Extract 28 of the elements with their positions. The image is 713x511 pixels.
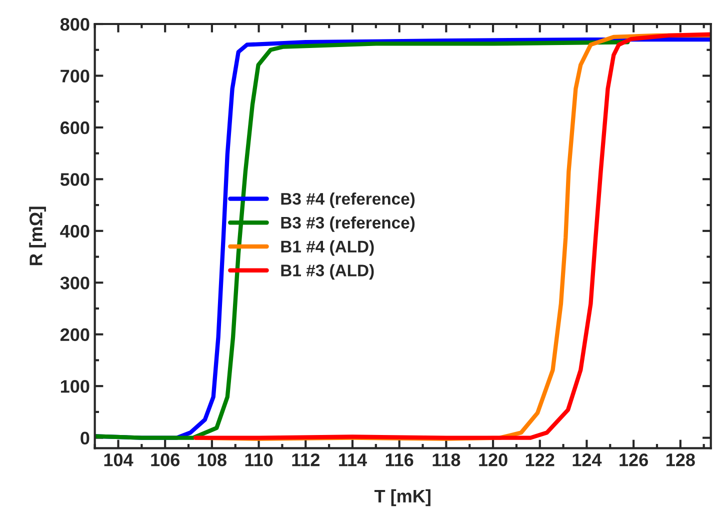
y-tick-label: 200: [60, 328, 90, 342]
x-tick-label: 106: [151, 453, 180, 466]
legend-label: B1 #3 (ALD): [281, 264, 374, 280]
x-tick-label: 104: [104, 453, 134, 466]
y-tick-label: 800: [60, 18, 90, 31]
x-tick-label: 128: [666, 453, 695, 466]
y-tick-label: 100: [60, 380, 90, 393]
y-tick-label: 600: [60, 121, 90, 134]
y-tick-label: 400: [60, 224, 90, 238]
x-axis-title: T [mK]: [374, 489, 430, 506]
y-tick-label: 500: [60, 173, 90, 186]
x-tick-label: 112: [292, 453, 320, 466]
x-tick-label: 108: [198, 453, 226, 466]
legend-label: B3 #4 (reference): [281, 192, 415, 208]
x-tick-label: 114: [339, 454, 367, 466]
y-axis-title: R [mΩ]: [29, 206, 46, 266]
x-tick-label: 126: [620, 453, 648, 466]
x-tick-label: 116: [386, 453, 414, 466]
y-tick-label: 300: [60, 276, 90, 290]
y-tick-label: 700: [60, 70, 90, 82]
legend-label: B3 #3 (reference): [281, 216, 415, 232]
x-tick-label: 124: [572, 453, 602, 466]
x-tick-label: 118: [432, 453, 460, 466]
y-tick-label: 0: [80, 432, 90, 445]
x-tick-label: 122: [526, 453, 554, 466]
x-tick-label: 110: [245, 453, 273, 466]
legend-label: B1 #4 (ALD): [281, 240, 374, 256]
x-tick-label: 120: [479, 453, 508, 466]
